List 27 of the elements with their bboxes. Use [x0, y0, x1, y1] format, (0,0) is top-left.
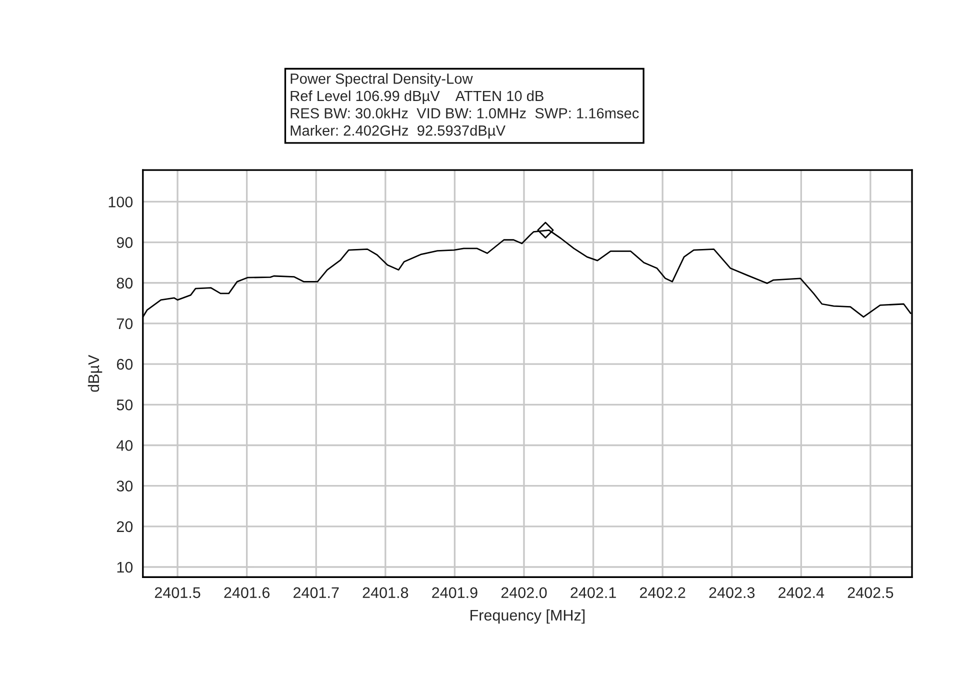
y-tick-label: 100: [108, 196, 133, 208]
y-tick-label: 20: [116, 521, 133, 532]
x-tick-label: 2402.3: [709, 587, 755, 598]
x-tick-label: 2401.8: [362, 587, 408, 598]
x-axis-title: Frequency [MHz]: [470, 609, 585, 624]
y-tick-label: 60: [116, 358, 133, 370]
y-axis-title: dBµV: [88, 354, 102, 392]
x-tick-label: 2401.7: [294, 587, 339, 598]
text: Ref Level 106.99 dBµV ATTEN 10 dB: [290, 90, 544, 104]
x-tick-label: 2401.9: [432, 587, 478, 598]
x-tick-label: 2402.2: [640, 587, 686, 598]
x-tick-label: 2402.1: [570, 587, 616, 598]
y-tick-label: 90: [116, 237, 133, 248]
y-tick-label: 50: [116, 400, 133, 410]
text: Marker: 2.402GHz 92.5937dBµV: [290, 125, 506, 139]
x-tick-label: 2401.6: [224, 587, 270, 598]
y-tick-label: 10: [117, 562, 133, 573]
y-tick-label: 30: [116, 480, 133, 492]
text: Power Spectral Density-Low: [290, 73, 473, 87]
x-tick-label: 2402.4: [778, 587, 824, 598]
x-tick-label: 2402.0: [501, 587, 547, 598]
y-tick-label: 70: [116, 318, 133, 330]
x-tick-label: 2401.5: [154, 587, 200, 598]
text: RES BW: 30.0kHz VID BW: 1.0MHz SWP: 1.16msec: [290, 108, 639, 118]
y-tick-label: 40: [116, 440, 133, 451]
y-tick-label: 80: [116, 278, 133, 289]
x-tick-label: 2402.5: [848, 587, 894, 598]
